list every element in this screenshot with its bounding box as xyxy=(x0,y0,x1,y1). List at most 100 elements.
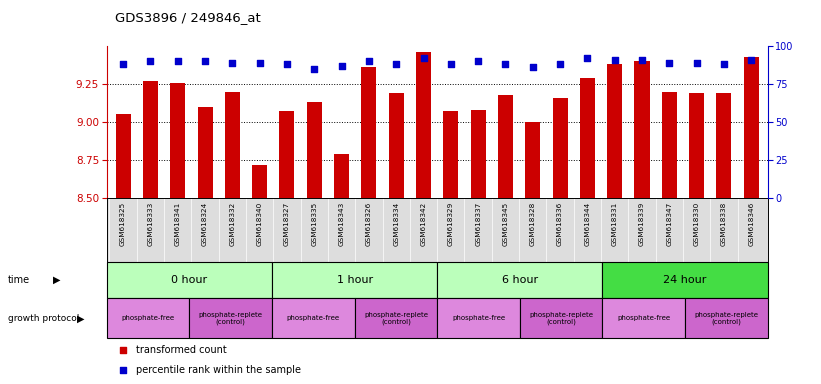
Point xyxy=(117,347,130,353)
Bar xyxy=(198,107,213,198)
Bar xyxy=(498,95,513,198)
Point xyxy=(526,64,539,70)
Text: GSM618341: GSM618341 xyxy=(175,201,181,245)
Bar xyxy=(307,102,322,198)
Bar xyxy=(252,165,267,198)
Point xyxy=(580,55,594,61)
Bar xyxy=(603,262,768,298)
Point xyxy=(308,66,321,72)
Bar xyxy=(279,111,295,198)
Text: ▶: ▶ xyxy=(77,313,85,323)
Text: GSM618342: GSM618342 xyxy=(420,201,427,245)
Bar xyxy=(608,65,622,198)
Text: phosphate-replete
(control): phosphate-replete (control) xyxy=(364,311,428,325)
Bar xyxy=(443,111,458,198)
Bar xyxy=(470,110,486,198)
Text: ▶: ▶ xyxy=(53,275,61,285)
Text: GSM618343: GSM618343 xyxy=(338,201,345,245)
Bar xyxy=(603,298,685,338)
Bar xyxy=(662,92,677,198)
Text: GSM618324: GSM618324 xyxy=(202,201,208,245)
Point xyxy=(226,60,239,66)
Bar xyxy=(225,92,240,198)
Bar xyxy=(635,61,649,198)
Bar xyxy=(143,81,158,198)
Text: phosphate-free: phosphate-free xyxy=(617,315,670,321)
Text: GSM618330: GSM618330 xyxy=(694,201,699,245)
Text: GSM618337: GSM618337 xyxy=(475,201,481,245)
Text: GSM618326: GSM618326 xyxy=(366,201,372,245)
Bar xyxy=(170,83,186,198)
Text: GSM618328: GSM618328 xyxy=(530,201,536,245)
Point xyxy=(471,58,484,65)
Text: phosphate-replete
(control): phosphate-replete (control) xyxy=(529,311,593,325)
Point xyxy=(690,60,704,66)
Text: GSM618329: GSM618329 xyxy=(447,201,454,245)
Text: GSM618340: GSM618340 xyxy=(257,201,263,245)
Bar xyxy=(116,114,131,198)
Text: GSM618346: GSM618346 xyxy=(748,201,754,245)
Bar xyxy=(388,93,404,198)
Text: GSM618333: GSM618333 xyxy=(148,201,154,245)
Bar xyxy=(580,78,595,198)
Bar xyxy=(520,298,603,338)
Text: GSM618331: GSM618331 xyxy=(612,201,617,245)
Bar xyxy=(355,298,437,338)
Text: 0 hour: 0 hour xyxy=(172,275,208,285)
Point xyxy=(362,58,375,65)
Text: 6 hour: 6 hour xyxy=(502,275,538,285)
Text: GSM618339: GSM618339 xyxy=(639,201,645,245)
Text: phosphate-free: phosphate-free xyxy=(122,315,175,321)
Point xyxy=(171,58,184,65)
Point xyxy=(553,61,566,68)
Text: percentile rank within the sample: percentile rank within the sample xyxy=(136,365,301,375)
Text: GDS3896 / 249846_at: GDS3896 / 249846_at xyxy=(115,12,261,25)
Point xyxy=(745,57,758,63)
Point xyxy=(663,60,676,66)
Point xyxy=(199,58,212,65)
Text: 24 hour: 24 hour xyxy=(663,275,707,285)
Text: phosphate-free: phosphate-free xyxy=(452,315,505,321)
Point xyxy=(718,61,731,68)
Text: GSM618338: GSM618338 xyxy=(721,201,727,245)
Bar xyxy=(717,93,732,198)
Text: GSM618347: GSM618347 xyxy=(667,201,672,245)
Bar xyxy=(107,262,272,298)
Text: phosphate-replete
(control): phosphate-replete (control) xyxy=(695,311,759,325)
Text: GSM618335: GSM618335 xyxy=(311,201,317,245)
Bar xyxy=(553,98,567,198)
Bar xyxy=(744,57,759,198)
Bar xyxy=(190,298,272,338)
Text: phosphate-free: phosphate-free xyxy=(287,315,340,321)
Bar xyxy=(689,93,704,198)
Text: GSM618336: GSM618336 xyxy=(557,201,563,245)
Bar xyxy=(272,298,355,338)
Point xyxy=(608,57,621,63)
Bar xyxy=(437,298,520,338)
Point xyxy=(335,63,348,69)
Point xyxy=(117,367,130,373)
Bar xyxy=(334,154,349,198)
Point xyxy=(390,61,403,68)
Text: 1 hour: 1 hour xyxy=(337,275,373,285)
Text: time: time xyxy=(8,275,30,285)
Point xyxy=(417,55,430,61)
Bar xyxy=(272,262,437,298)
Text: GSM618332: GSM618332 xyxy=(229,201,236,245)
Point xyxy=(144,58,157,65)
Bar xyxy=(107,298,190,338)
Bar xyxy=(437,262,603,298)
Text: GSM618334: GSM618334 xyxy=(393,201,399,245)
Text: transformed count: transformed count xyxy=(136,345,227,355)
Point xyxy=(499,61,512,68)
Text: GSM618344: GSM618344 xyxy=(585,201,590,245)
Point xyxy=(281,61,294,68)
Bar xyxy=(525,122,540,198)
Point xyxy=(253,60,266,66)
Text: GSM618327: GSM618327 xyxy=(284,201,290,245)
Bar xyxy=(416,52,431,198)
Bar xyxy=(361,67,376,198)
Text: phosphate-replete
(control): phosphate-replete (control) xyxy=(199,311,263,325)
Point xyxy=(444,61,457,68)
Bar xyxy=(685,298,768,338)
